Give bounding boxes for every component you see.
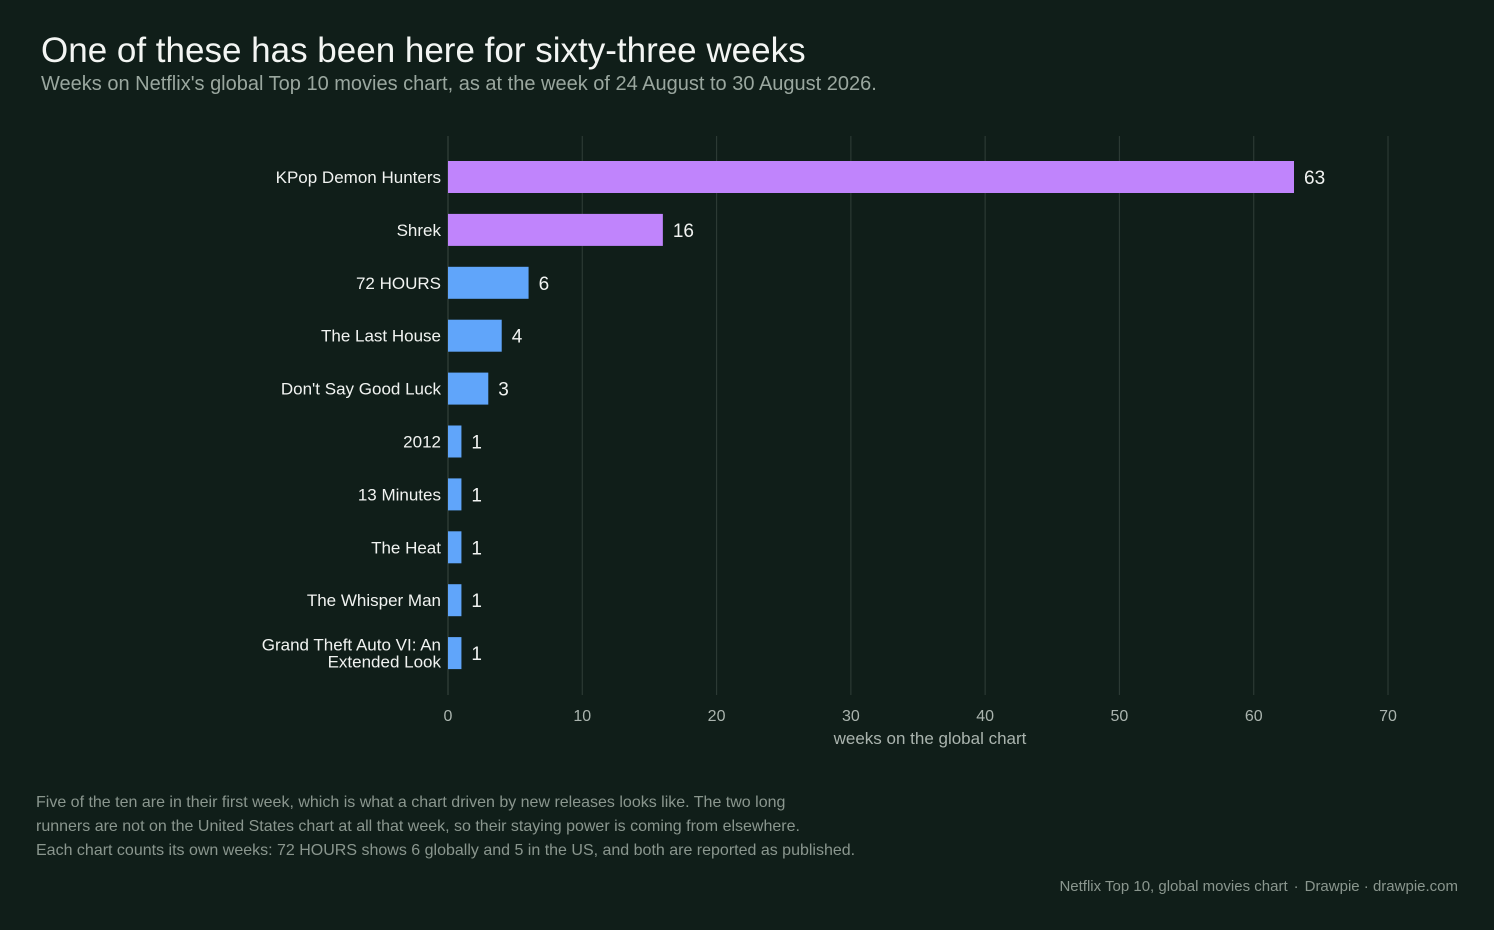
value-label: 6	[539, 274, 550, 295]
category-label: Don't Say Good Luck	[281, 380, 442, 399]
bar	[448, 319, 502, 352]
bar	[448, 372, 489, 405]
value-label: 4	[512, 327, 523, 348]
note-line: Five of the ten are in their first week,…	[36, 794, 786, 811]
bar	[448, 637, 462, 670]
bar	[448, 478, 462, 511]
x-tick-label: 70	[1379, 708, 1397, 725]
category-label: The Whisper Man	[307, 591, 441, 610]
category-label: 2012	[403, 433, 441, 452]
x-tick-label: 30	[842, 708, 860, 725]
note-line: runners are not on the United States cha…	[36, 818, 800, 835]
category-label: The Heat	[371, 538, 441, 557]
x-tick-label: 10	[573, 708, 591, 725]
value-label: 1	[471, 644, 482, 665]
source-text: Netflix Top 10, global movies chart	[1059, 878, 1288, 895]
bar	[448, 425, 462, 458]
chart-title: One of these has been here for sixty-thr…	[41, 31, 806, 70]
bar	[448, 266, 529, 299]
value-labels: 63 16 6 4 3 1 1 1 1 1	[471, 168, 1325, 665]
bars	[448, 161, 1294, 670]
source-credit: Netflix Top 10, global movies chart · Draw…	[1059, 877, 1458, 897]
x-tick-label: 50	[1111, 708, 1129, 725]
x-tick-label: 0	[444, 708, 453, 725]
bar	[448, 584, 462, 617]
x-tick-label: 60	[1245, 708, 1263, 725]
x-axis-title: weeks on the global chart	[833, 729, 1027, 748]
category-label: 72 HOURS	[356, 274, 441, 293]
value-label: 1	[471, 591, 482, 612]
category-label: KPop Demon Hunters	[276, 168, 441, 187]
x-tick-label: 40	[976, 708, 994, 725]
bar-chart: KPop Demon Hunters Shrek 72 HOURS The Last …	[262, 136, 1397, 748]
value-label: 16	[673, 221, 694, 242]
value-label: 63	[1304, 168, 1325, 189]
credit-text: Drawpie · drawpie.com	[1304, 878, 1458, 895]
category-label: 13 Minutes	[358, 485, 441, 504]
chart-notes: Five of the ten are in their first week,…	[36, 791, 855, 863]
value-label: 1	[471, 538, 482, 559]
value-label: 3	[498, 380, 509, 401]
chart-subtitle: Weeks on Netflix's global Top 10 movies …	[41, 73, 877, 95]
category-labels: KPop Demon Hunters Shrek 72 HOURS The Last …	[262, 168, 442, 672]
source-separator: ·	[1293, 878, 1299, 895]
category-label: Grand Theft Auto VI: An Extended Look	[262, 636, 442, 672]
x-tick-label: 20	[708, 708, 726, 725]
bar	[448, 161, 1294, 193]
x-axis-ticks: 0 10 20 30 40 50 60 70	[444, 708, 1397, 725]
category-label: The Last House	[321, 327, 441, 346]
value-label: 1	[471, 433, 482, 454]
bar	[448, 531, 462, 564]
value-label: 1	[471, 485, 482, 506]
bar	[448, 213, 663, 246]
category-label: Shrek	[397, 221, 442, 240]
note-line: Each chart counts its own weeks: 72 HOUR…	[36, 842, 856, 859]
